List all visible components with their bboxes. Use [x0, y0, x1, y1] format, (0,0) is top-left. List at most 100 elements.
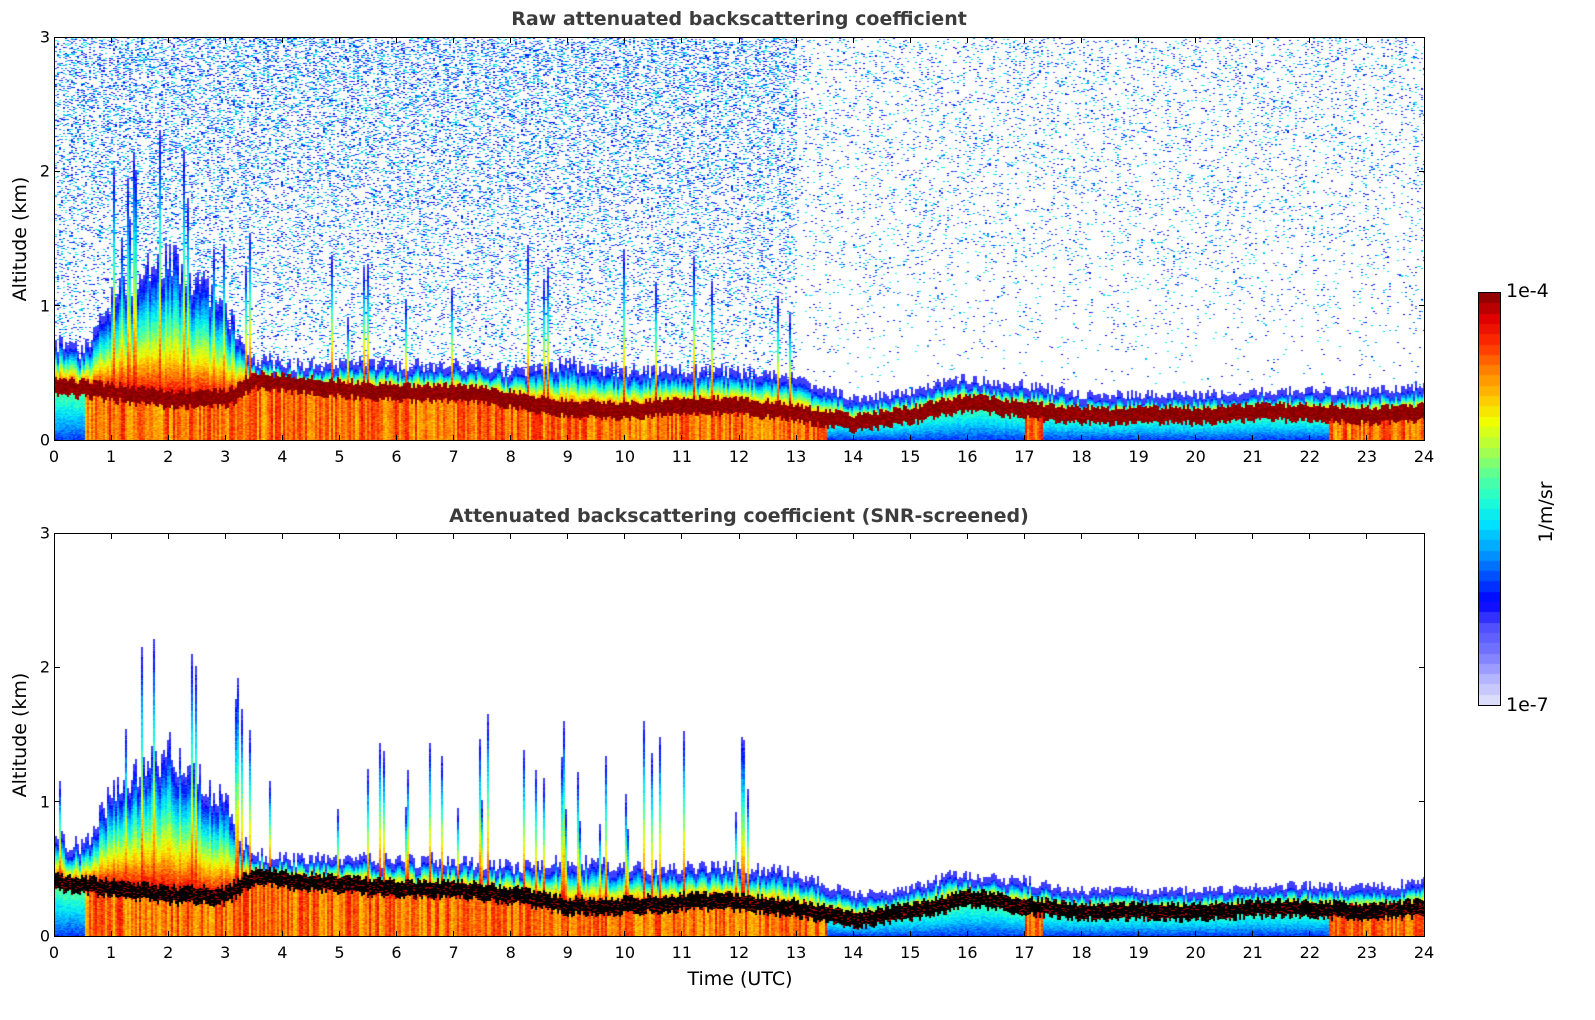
x-tick-label: 6 — [391, 447, 402, 466]
x-tick-mark — [338, 533, 340, 539]
x-tick-mark — [338, 37, 340, 43]
x-tick-mark — [909, 931, 911, 937]
x-tick-label: 23 — [1356, 447, 1378, 466]
x-tick-label: 22 — [1299, 447, 1321, 466]
x-tick-mark — [909, 435, 911, 441]
x-tick-mark — [1423, 533, 1425, 539]
colorbar-min-label: 1e-7 — [1506, 694, 1549, 716]
y-tick-mark — [54, 532, 60, 534]
x-tick-mark — [1081, 435, 1082, 441]
x-tick-mark — [909, 533, 911, 539]
x-tick-label: 16 — [957, 943, 978, 962]
x-tick-mark — [1309, 435, 1311, 441]
x-tick-mark — [1252, 533, 1254, 539]
x-tick-label: 17 — [1014, 447, 1035, 466]
x-tick-mark — [624, 37, 626, 43]
x-tick-mark — [795, 435, 797, 441]
x-tick-mark — [1195, 435, 1197, 441]
x-tick-mark — [281, 435, 283, 441]
x-tick-mark — [396, 533, 397, 539]
x-tick-label: 4 — [277, 447, 288, 466]
x-tick-mark — [681, 533, 683, 539]
x-tick-mark — [53, 37, 55, 43]
x-tick-mark — [396, 37, 397, 43]
x-tick-mark — [453, 435, 455, 441]
x-tick-label: 15 — [900, 943, 921, 962]
x-tick-label: 15 — [900, 447, 921, 466]
x-tick-label: 1 — [105, 943, 117, 962]
plot-area-screened — [54, 533, 1425, 937]
x-tick-label: 12 — [728, 447, 750, 466]
y-tick-label: 0 — [39, 926, 50, 946]
x-tick-mark — [1023, 37, 1025, 43]
x-tick-mark — [281, 37, 283, 43]
x-tick-mark — [510, 37, 512, 43]
x-tick-mark — [852, 533, 854, 539]
x-tick-label: 20 — [1185, 943, 1206, 962]
y-tick-mark — [1419, 666, 1425, 668]
x-tick-label: 11 — [671, 943, 693, 962]
x-tick-mark — [738, 533, 740, 539]
x-tick-label: 2 — [163, 447, 174, 466]
x-tick-mark — [1252, 37, 1254, 43]
x-tick-mark — [966, 931, 968, 937]
x-tick-mark — [624, 931, 626, 937]
x-tick-mark — [453, 37, 455, 43]
x-tick-mark — [53, 533, 55, 539]
x-tick-mark — [1366, 435, 1368, 441]
backscatter-heatmap-screened — [55, 534, 1424, 936]
y-tick-mark — [1419, 170, 1425, 172]
x-tick-label: 24 — [1413, 447, 1435, 466]
x-tick-mark — [1138, 533, 1140, 539]
x-tick-mark — [338, 435, 340, 441]
colorbar — [1478, 292, 1501, 706]
x-tick-label: 0 — [48, 447, 60, 466]
y-tick-label: 3 — [39, 523, 50, 543]
x-tick-mark — [1195, 931, 1197, 937]
x-tick-mark — [510, 533, 512, 539]
x-tick-mark — [1252, 931, 1254, 937]
x-tick-mark — [795, 931, 797, 937]
colorbar-max-label: 1e-4 — [1506, 280, 1549, 302]
x-tick-label: 21 — [1242, 943, 1263, 962]
x-tick-mark — [110, 931, 112, 937]
x-tick-label: 14 — [842, 447, 864, 466]
x-tick-mark — [453, 931, 455, 937]
x-tick-label: 18 — [1071, 943, 1092, 962]
x-tick-mark — [1252, 435, 1254, 441]
chart-title-raw: Raw attenuated backscattering coefficien… — [511, 8, 967, 30]
x-tick-mark — [281, 931, 283, 937]
y-tick-mark — [54, 935, 60, 937]
x-tick-label: 18 — [1071, 447, 1092, 466]
x-tick-label: 2 — [163, 943, 174, 962]
x-tick-mark — [1023, 435, 1025, 441]
x-tick-mark — [224, 533, 226, 539]
x-tick-mark — [167, 533, 169, 539]
x-tick-mark — [1023, 931, 1025, 937]
x-tick-mark — [453, 533, 455, 539]
x-tick-mark — [110, 435, 112, 441]
y-tick-mark — [1419, 439, 1425, 441]
y-axis-label-screened: Altitude (km) — [9, 672, 31, 798]
x-tick-mark — [281, 533, 283, 539]
x-tick-mark — [852, 931, 854, 937]
x-tick-mark — [224, 37, 226, 43]
x-tick-mark — [1081, 533, 1082, 539]
x-tick-label: 3 — [220, 943, 231, 962]
x-tick-mark — [1138, 931, 1140, 937]
x-tick-mark — [1309, 533, 1311, 539]
x-tick-mark — [1195, 37, 1197, 43]
x-tick-mark — [1423, 435, 1425, 441]
x-tick-label: 1 — [105, 447, 117, 466]
x-tick-mark — [1081, 931, 1082, 937]
x-tick-mark — [795, 533, 797, 539]
x-tick-mark — [1366, 37, 1368, 43]
x-tick-mark — [567, 533, 569, 539]
x-tick-label: 19 — [1128, 447, 1149, 466]
y-tick-mark — [54, 36, 60, 38]
x-tick-label: 10 — [614, 943, 636, 962]
x-tick-label: 5 — [334, 447, 345, 466]
x-tick-mark — [738, 435, 740, 441]
x-tick-label: 23 — [1356, 943, 1378, 962]
x-tick-mark — [852, 37, 854, 43]
